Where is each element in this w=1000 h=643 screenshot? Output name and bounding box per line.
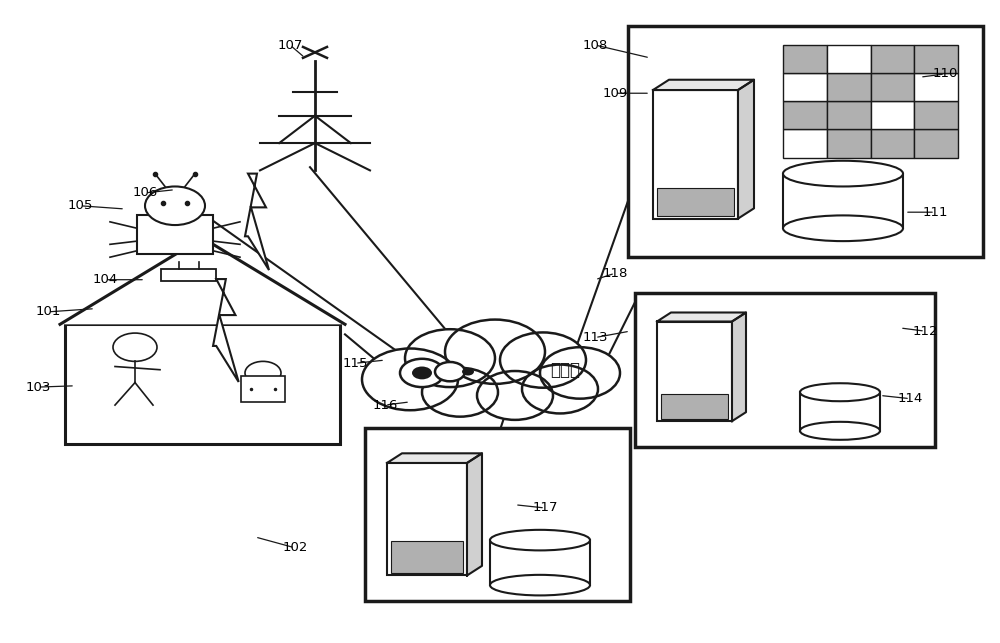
Bar [628, 26, 983, 257]
Text: 116: 116 [372, 399, 398, 412]
Bar [870, 73, 914, 102]
Ellipse shape [800, 422, 880, 440]
Text: 105: 105 [67, 199, 93, 212]
Bar [914, 129, 958, 158]
Text: 101: 101 [35, 305, 61, 318]
Circle shape [405, 329, 495, 387]
Text: 互联网: 互联网 [550, 361, 580, 379]
Polygon shape [213, 279, 239, 382]
Circle shape [145, 186, 205, 225]
Bar [241, 376, 285, 402]
Text: 118: 118 [602, 267, 628, 280]
Circle shape [462, 368, 474, 376]
Bar [827, 129, 870, 158]
Bar [783, 129, 827, 158]
Polygon shape [657, 312, 746, 322]
Bar [870, 129, 914, 158]
Bar [137, 215, 213, 254]
Bar [391, 541, 463, 573]
Bar [657, 322, 732, 421]
Bar [661, 394, 728, 419]
Circle shape [445, 320, 545, 384]
Text: 102: 102 [282, 541, 308, 554]
Text: 104: 104 [92, 273, 118, 286]
Circle shape [435, 362, 465, 381]
Bar [914, 45, 958, 73]
Bar [490, 540, 590, 585]
Circle shape [412, 367, 432, 379]
Text: 103: 103 [25, 381, 51, 394]
Text: 114: 114 [897, 392, 923, 405]
Text: 108: 108 [582, 39, 608, 51]
Circle shape [245, 361, 281, 385]
Text: 117: 117 [532, 502, 558, 514]
Polygon shape [387, 453, 482, 463]
Polygon shape [60, 238, 345, 324]
Text: 113: 113 [582, 331, 608, 344]
Bar [783, 174, 903, 228]
Bar [914, 102, 958, 129]
Bar [635, 293, 935, 447]
Polygon shape [467, 453, 482, 575]
Bar [65, 324, 340, 444]
Polygon shape [245, 174, 269, 270]
Ellipse shape [490, 575, 590, 595]
Circle shape [362, 349, 458, 410]
Polygon shape [653, 80, 754, 90]
Polygon shape [738, 80, 754, 219]
Bar [657, 188, 734, 216]
Bar [387, 463, 467, 575]
Circle shape [540, 347, 620, 399]
Circle shape [500, 332, 586, 388]
Ellipse shape [783, 161, 903, 186]
Bar [783, 45, 827, 73]
Text: 115: 115 [342, 357, 368, 370]
Bar [827, 45, 870, 73]
Bar [365, 428, 630, 601]
Ellipse shape [783, 215, 903, 241]
Text: 107: 107 [277, 39, 303, 51]
Ellipse shape [490, 530, 590, 550]
Circle shape [522, 365, 598, 413]
Text: 106: 106 [132, 186, 158, 199]
Bar [653, 90, 738, 219]
Bar [870, 102, 914, 129]
Bar [827, 102, 870, 129]
Ellipse shape [800, 383, 880, 401]
Circle shape [113, 333, 157, 361]
Bar [827, 73, 870, 102]
Bar [870, 45, 914, 73]
Text: 110: 110 [932, 68, 958, 80]
Circle shape [477, 371, 553, 420]
Circle shape [400, 359, 444, 387]
Text: 111: 111 [922, 206, 948, 219]
Bar [914, 73, 958, 102]
Polygon shape [732, 312, 746, 421]
Circle shape [422, 368, 498, 417]
Bar [161, 269, 216, 282]
Text: 109: 109 [602, 87, 628, 100]
Text: 112: 112 [912, 325, 938, 338]
Bar [800, 392, 880, 431]
Bar [783, 102, 827, 129]
Bar [783, 73, 827, 102]
